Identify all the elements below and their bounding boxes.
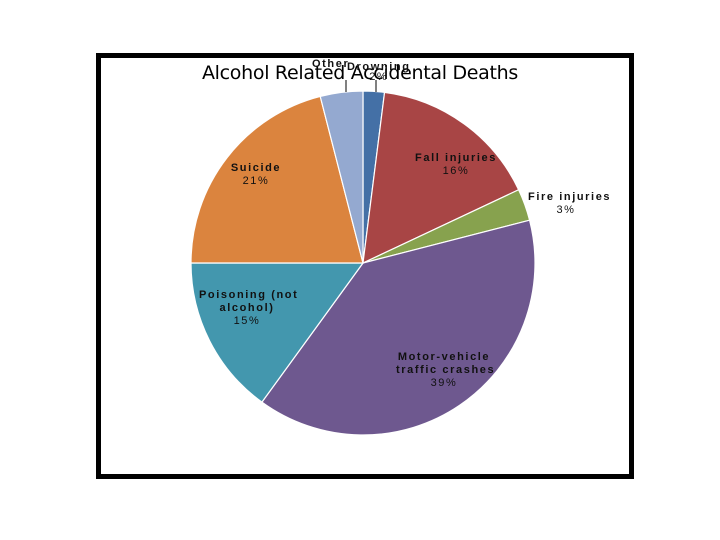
label-fall-name: Fall injuries — [415, 152, 497, 164]
label-other: Other — [312, 58, 349, 71]
chart-frame — [96, 53, 634, 479]
pie-slice-fall-injuries — [362, 91, 520, 265]
pie-slice-suicide — [190, 95, 364, 264]
label-suicide: Suicide 21% — [228, 162, 284, 188]
pie-slice-poisoning-not-alcohol — [190, 262, 365, 403]
pie-slices — [190, 90, 536, 436]
pie-slice-other — [319, 90, 364, 264]
label-motor-name2: traffic crashes — [396, 364, 496, 376]
label-poisoning-pct: 15% — [233, 315, 261, 327]
label-suicide-name: Suicide — [230, 162, 282, 174]
label-motor-name1: Motor-vehicle — [397, 351, 491, 363]
pie-slice-motor-vehicle-traffic-crashes — [261, 219, 536, 436]
label-motor-pct: 39% — [430, 377, 458, 389]
label-poisoning-name1: Poisoning (not — [199, 289, 299, 301]
label-drowning: Drowning 2% — [347, 61, 411, 84]
label-fire-name: Fire injuries — [528, 191, 612, 203]
label-drowning-pct: 2% — [369, 71, 389, 83]
label-poisoning-name2: alcohol) — [219, 302, 275, 314]
label-other-name: Other — [312, 58, 350, 70]
label-fall-pct: 16% — [442, 165, 470, 177]
label-poisoning: Poisoning (not alcohol) 15% — [199, 289, 299, 328]
label-motor: Motor-vehicle traffic crashes 39% — [396, 351, 496, 390]
chart-title: Alcohol Related Accidental Deaths — [201, 62, 519, 84]
label-drowning-name: Drowning — [347, 61, 411, 73]
label-suicide-pct: 21% — [242, 175, 270, 187]
label-fall: Fall injuries 16% — [414, 152, 498, 178]
label-fire-pct: 3% — [556, 204, 576, 216]
label-fire: Fire injuries 3% — [528, 191, 610, 217]
